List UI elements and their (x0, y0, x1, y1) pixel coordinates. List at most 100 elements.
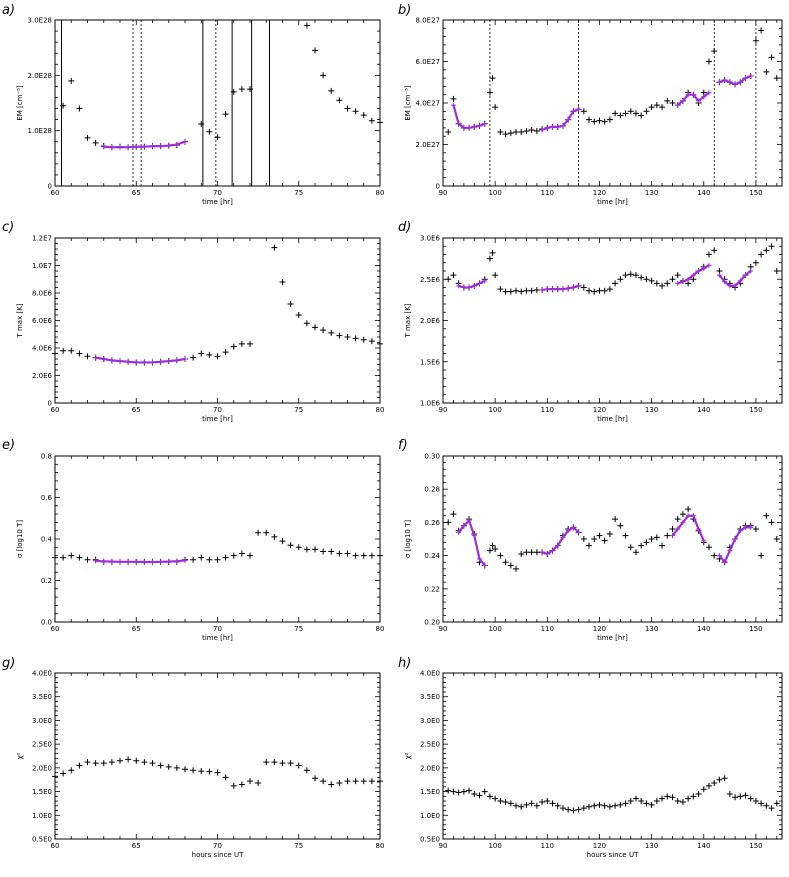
data-point (481, 788, 488, 795)
fit-point (125, 359, 131, 365)
data-point (60, 554, 67, 561)
plot-frame (54, 455, 381, 623)
y-tick-label: 3.5E0 (32, 693, 52, 701)
data-point (247, 552, 253, 559)
data-point (466, 787, 473, 794)
data-point (303, 767, 310, 774)
data-point (476, 792, 483, 799)
fit-point (101, 558, 107, 564)
data-point (76, 105, 83, 112)
data-point (580, 536, 587, 542)
data-point (336, 550, 343, 557)
data-point (507, 562, 514, 569)
data-point (68, 767, 75, 774)
data-point (328, 548, 335, 555)
y-tick-label: 0.0 (41, 619, 52, 627)
fit-point (680, 519, 686, 525)
data-point (742, 792, 749, 799)
data-point (596, 117, 603, 124)
panel-c: 60 65 70 75 80 0 2.0E6 4.0E6 6.0E6 8.0E6 1.0E7 1.2E… (2, 220, 384, 423)
y-tick-label: 1.0E28 (28, 127, 52, 135)
data-point (653, 798, 660, 805)
x-tick-label: 140 (697, 406, 710, 414)
data-point (303, 546, 310, 553)
data-point (549, 800, 556, 807)
data-point (586, 542, 593, 549)
y-tick-label: 3.0E6 (420, 235, 441, 243)
data-point (52, 554, 58, 561)
fit-point (477, 280, 483, 286)
data-point (586, 287, 593, 294)
fit-point (696, 268, 702, 274)
data-point (648, 801, 655, 808)
data-point (591, 802, 598, 809)
data-point (601, 802, 608, 809)
data-point (690, 793, 697, 800)
data-point (617, 522, 624, 529)
x-tick-label: 130 (645, 406, 658, 414)
data-point (206, 351, 213, 358)
y-tick-label: 0.30 (424, 453, 440, 461)
x-tick-label: 140 (697, 625, 710, 633)
x-tick-label: 90 (439, 842, 448, 850)
y-tick-label: 1.5E0 (32, 788, 52, 796)
x-tick-label: 130 (645, 625, 658, 633)
data-point (52, 773, 58, 780)
fit-point (141, 144, 147, 150)
data-point (502, 288, 509, 295)
fit-point (477, 123, 483, 129)
data-point (68, 77, 75, 84)
x-tick-label: 70 (213, 189, 222, 197)
y-tick-label: 3.0E0 (420, 717, 440, 725)
fit-point (696, 526, 702, 532)
fit-line (541, 526, 580, 556)
data-point (711, 552, 718, 559)
data-point (450, 95, 457, 102)
data-point (752, 37, 759, 44)
data-point (344, 334, 351, 340)
data-point (489, 542, 496, 549)
data-point (586, 803, 593, 810)
fit-point (544, 551, 550, 557)
data-point (279, 538, 286, 545)
data-point (518, 803, 525, 810)
fit-point (576, 529, 582, 535)
y-tick-label: 0.28 (424, 486, 440, 494)
data-point (591, 288, 598, 295)
data-point (230, 88, 237, 95)
data-point (643, 539, 650, 546)
data-point (190, 354, 197, 361)
data-point (84, 134, 91, 141)
fit-point (466, 285, 472, 290)
data-point (513, 802, 520, 809)
x-axis-label: time [hr] (202, 198, 233, 206)
fit-point (544, 125, 550, 131)
data-point (352, 335, 359, 342)
data-point (533, 128, 540, 135)
data-point (752, 526, 759, 533)
panel-h: 90 100 110 120 130 140 150 0.5E0 1.0E0 1.5E0 2.0E0… (398, 656, 783, 859)
x-tick-label: 100 (488, 842, 501, 850)
data-point (768, 805, 775, 812)
fit-point (701, 94, 707, 100)
fit-point (456, 529, 462, 535)
fit-point (150, 143, 155, 149)
data-point (497, 552, 504, 559)
data-point (643, 276, 650, 283)
data-point (617, 276, 624, 283)
data-point (445, 787, 452, 794)
x-tick-label: 70 (213, 625, 222, 633)
fit-point (117, 559, 123, 565)
data-point (445, 519, 452, 526)
y-tick-label: 0.5E0 (420, 836, 440, 844)
data-point (674, 798, 681, 805)
data-point (705, 782, 712, 789)
data-point (320, 72, 327, 79)
x-tick-label: 90 (439, 625, 448, 633)
data-point (606, 803, 613, 810)
data-point (471, 790, 478, 797)
fit-point (133, 559, 139, 565)
data-point (523, 128, 530, 135)
data-point (716, 776, 723, 783)
data-point (320, 778, 327, 785)
